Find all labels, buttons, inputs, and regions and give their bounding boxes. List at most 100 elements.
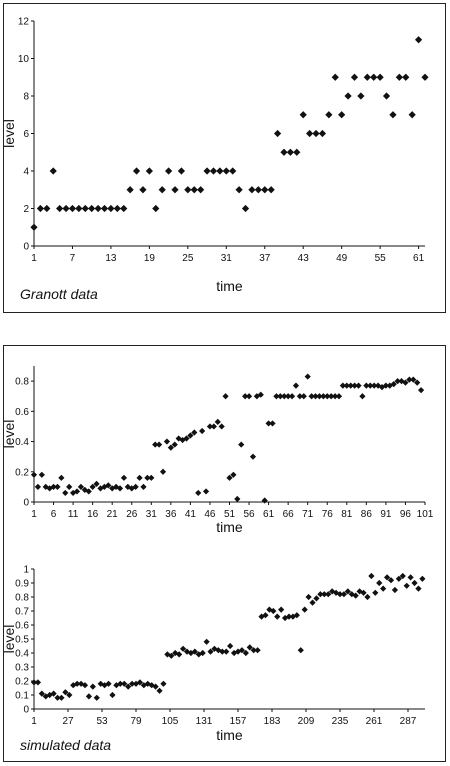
x-tick-label: 53 (96, 716, 108, 727)
y-tick-label: 0 (23, 498, 29, 509)
chart-1: 0 2 4 6 8 10 12 1 7 13 19 25 31 37 43 49 55 61 time level Gr… (1, 17, 429, 302)
y-tick-label: 0.4 (15, 437, 29, 448)
data-point (390, 381, 397, 388)
data-point (344, 92, 352, 100)
data-point (227, 642, 234, 650)
x-tick-label: 49 (336, 253, 348, 264)
data-point (299, 111, 307, 119)
data-point (156, 687, 163, 694)
y-tick-label: 0.2 (15, 467, 29, 478)
x-tick-label: 13 (105, 253, 117, 264)
data-point (339, 382, 346, 389)
data-point (316, 393, 323, 400)
data-point (195, 489, 202, 497)
data-point (70, 682, 77, 689)
data-point (245, 393, 253, 400)
data-point (242, 393, 249, 400)
x-tick-label: 76 (322, 509, 334, 520)
data-point (277, 393, 284, 400)
x-tick-label: 91 (380, 509, 392, 520)
y-tick-label: 0 (23, 242, 29, 253)
x-tick-label: 37 (259, 253, 271, 264)
data-point (152, 441, 159, 448)
data-point (128, 680, 136, 687)
data-point (254, 186, 262, 194)
x-tick-label: 25 (182, 253, 194, 264)
data-point (382, 382, 389, 389)
data-point (120, 474, 128, 481)
x-tick-label: 209 (298, 716, 315, 727)
data-point (308, 393, 315, 400)
data-point (335, 393, 343, 400)
data-point (269, 420, 276, 427)
data-point (211, 645, 218, 652)
data-point (382, 92, 391, 100)
data-point (89, 683, 96, 690)
data-point (199, 427, 206, 435)
data-point (207, 648, 214, 655)
data-point (117, 680, 124, 687)
data-point (148, 474, 155, 481)
y-tick-label: 10 (18, 54, 30, 65)
x-tick-label: 71 (302, 509, 314, 520)
data-point (179, 645, 187, 652)
data-point (293, 612, 300, 619)
data-point (278, 606, 285, 613)
data-point (167, 444, 174, 451)
chart-caption: Granott data (20, 286, 98, 302)
y-tick-label: 6 (23, 129, 29, 140)
data-point (121, 680, 128, 687)
data-point (376, 579, 383, 587)
data-point (136, 679, 144, 686)
data-point (359, 393, 366, 400)
data-point (77, 483, 85, 490)
data-point (387, 577, 395, 584)
data-point (34, 483, 42, 490)
data-point (222, 393, 229, 400)
data-point (187, 432, 194, 439)
data-point (285, 393, 292, 400)
data-point (81, 486, 88, 494)
data-point (81, 682, 89, 689)
data-point (85, 488, 92, 495)
x-tick-label: 287 (400, 716, 417, 727)
y-tick-label: 0.7 (15, 607, 29, 618)
data-point (417, 387, 425, 394)
data-point (340, 591, 348, 598)
x-tick-label: 19 (144, 253, 156, 264)
data-point (331, 73, 339, 81)
data-point (414, 36, 423, 44)
y-axis-title: level (1, 625, 17, 654)
x-tick-label: 131 (196, 716, 213, 727)
x-tick-label: 1 (31, 509, 37, 520)
data-point (168, 652, 175, 659)
y-axis-title: level (1, 420, 17, 449)
y-tick-label: 0.3 (15, 663, 29, 674)
data-point (222, 167, 230, 175)
x-tick-label: 86 (361, 509, 373, 520)
x-tick-label: 157 (230, 716, 247, 727)
data-point (367, 382, 374, 389)
data-point (38, 471, 45, 478)
data-point (329, 588, 336, 595)
data-point (132, 167, 141, 175)
data-point (304, 373, 311, 380)
x-tick-label: 79 (130, 716, 142, 727)
y-tick-label: 0.8 (15, 593, 29, 604)
chart-3: 0 0.1 0.2 0.3 0.4 0.5 0.6 0.7 0.8 0.9 1 1 27 53 79 105 1… (1, 565, 426, 753)
x-tick-label: 11 (68, 509, 79, 520)
data-point (254, 647, 261, 654)
data-point (97, 485, 104, 492)
data-point (62, 689, 69, 696)
x-tick-label: 66 (283, 509, 295, 520)
data-point (140, 682, 147, 689)
data-point (288, 393, 296, 400)
data-point (128, 485, 135, 492)
x-tick-label: 1 (31, 253, 37, 264)
data-point (62, 204, 70, 213)
data-point (368, 572, 375, 580)
data-point (274, 613, 281, 620)
data-point (328, 393, 335, 400)
data-point (312, 393, 319, 400)
data-point (312, 129, 320, 138)
